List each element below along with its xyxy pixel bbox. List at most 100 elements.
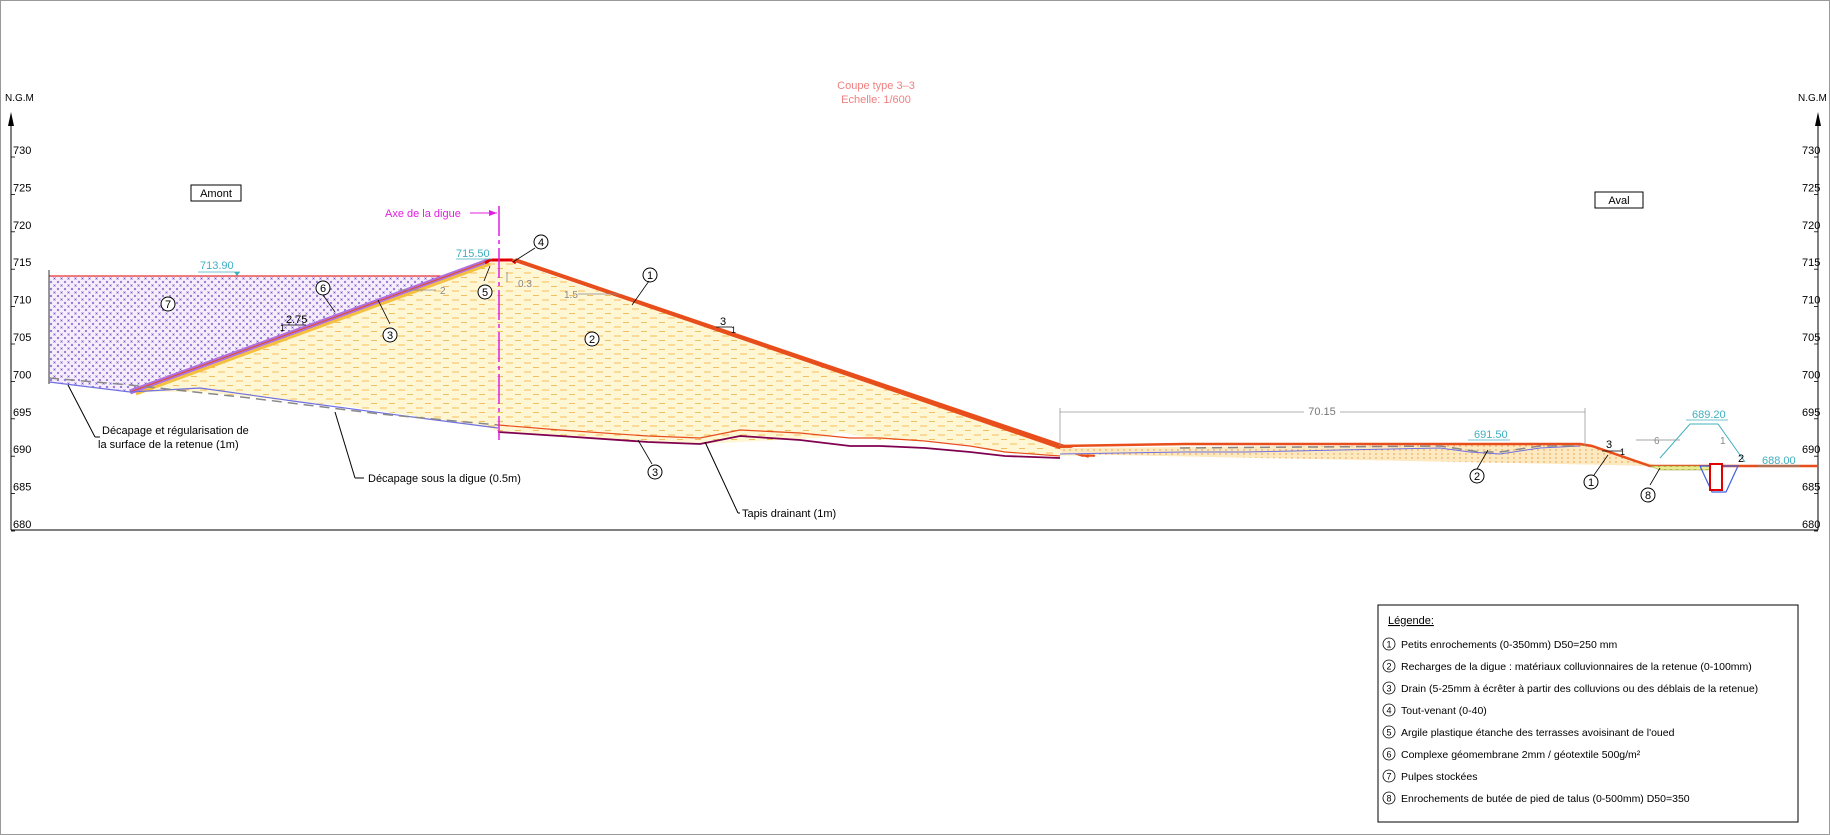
marker-circle — [584, 331, 600, 347]
elevation-tick-label: 720 — [13, 220, 31, 232]
left-elevation-axis: N.G.M 730 725 720 715 710 705 700 695 690 685 680 — [5, 93, 34, 532]
legend-marker-number: 6 — [1386, 750, 1391, 760]
elevation-tick-label: 705 — [1802, 332, 1820, 344]
elevation-mark-3: 691.50 — [1468, 429, 1510, 441]
marker-number: 2 — [589, 334, 595, 346]
title-line2: Echelle: 1/600 — [841, 94, 911, 106]
elevation-tick-label: 695 — [1802, 407, 1820, 419]
dim-slope-2: 2 — [1738, 453, 1744, 465]
axis-label-left: N.G.M — [5, 93, 34, 104]
legend-marker — [1382, 637, 1396, 651]
dim-slope-2-75: 2.75 — [286, 314, 307, 326]
elevation-tick-label: 710 — [1802, 295, 1820, 307]
marker-number: 2 — [1474, 471, 1480, 483]
marker-number: 5 — [482, 287, 488, 299]
marker-circle — [1640, 487, 1656, 503]
marker-number: 8 — [1645, 490, 1651, 502]
pulp-storage-zone — [49, 276, 450, 392]
elevation-tick-label: 725 — [13, 182, 31, 194]
dam-body — [130, 262, 1090, 456]
marker-number: 3 — [652, 467, 658, 479]
elevation-tick-label: 725 — [1802, 182, 1820, 194]
svg-text:713.90: 713.90 — [200, 260, 234, 272]
amont-label: Amont — [200, 188, 232, 200]
aval-box — [1594, 191, 1644, 209]
elevation-tick-label: 700 — [1802, 369, 1820, 381]
downstream-platform — [1060, 444, 1660, 466]
legend-marker — [1382, 747, 1396, 761]
legend-marker-number: 7 — [1386, 772, 1391, 782]
legend-marker — [1382, 791, 1396, 805]
dim-width-6: 6 — [1654, 436, 1660, 447]
marker-number: 1 — [647, 270, 653, 282]
elevation-tick-label: 685 — [1802, 482, 1820, 494]
legend-marker-number: 5 — [1386, 728, 1391, 738]
marker-number: 4 — [538, 237, 544, 249]
svg-text:689.20: 689.20 — [1692, 409, 1726, 421]
dim-upstream-2: 2 — [440, 286, 446, 297]
legend-marker — [1382, 659, 1396, 673]
marker-circle — [1583, 474, 1599, 490]
marker-circle — [533, 234, 549, 250]
elevation-tick-label: 715 — [1802, 257, 1820, 269]
stripping-reservoir-label-2: la surface de la retenue (1m) — [98, 439, 239, 451]
legend: Légende: 1 Petits enrochements (0-350mm) … — [1377, 604, 1799, 823]
marker-number: 1 — [1588, 477, 1594, 489]
dim-toe-slope-3: 3 — [1606, 439, 1612, 451]
legend-marker — [1382, 725, 1396, 739]
legend-marker — [1382, 769, 1396, 783]
legend-item-text: Recharges de la digue : matériaux colluv… — [1401, 661, 1752, 673]
elevation-tick-label: 685 — [13, 482, 31, 494]
legend-marker — [1382, 681, 1396, 695]
marker-number: 6 — [320, 283, 326, 295]
marker-circle — [647, 464, 663, 480]
elevation-tick-label: 710 — [13, 295, 31, 307]
legend-item-text: Pulpes stockées — [1401, 771, 1477, 783]
legend-item-text: Enrochements de butée de pied de talus (… — [1401, 793, 1690, 805]
legend-item-text: Drain (5-25mm à écrêter à partir des col… — [1401, 683, 1758, 695]
elevation-tick-label: 715 — [13, 257, 31, 269]
elevation-tick-label: 700 — [13, 369, 31, 381]
dim-slope-3-unit: 1 — [731, 325, 736, 335]
dim-slope-1-5: 1.5 — [564, 290, 578, 301]
svg-text:691.50: 691.50 — [1474, 429, 1508, 441]
elevation-tick-label: 720 — [1802, 220, 1820, 232]
legend-item-text: Tout-venant (0-40) — [1401, 705, 1487, 717]
elevation-tick-label: 680 — [13, 519, 31, 531]
legend-marker — [1382, 703, 1396, 717]
legend-marker-number: 3 — [1386, 684, 1391, 694]
drain-blanket-label: Tapis drainant (1m) — [742, 508, 836, 520]
dim-slope-2-75-unit: 1 — [280, 323, 285, 333]
elevation-tick-label: 690 — [1802, 444, 1820, 456]
stripping-line — [48, 377, 499, 426]
dim-toe-slope-3-unit: 1 — [1620, 447, 1625, 457]
upstream-drain-layer — [135, 262, 491, 396]
dimension-downstream-length: 70.15 — [1059, 405, 1586, 446]
elevation-tick-label: 730 — [13, 145, 31, 157]
dim-crest-thickness: 0.3 — [518, 279, 532, 290]
stripping-reservoir-label-1: Décapage et régularisation de — [102, 425, 249, 437]
elevation-tick-label: 690 — [13, 444, 31, 456]
marker-circle — [477, 284, 493, 300]
legend-marker-number: 2 — [1386, 662, 1391, 672]
legend-marker-number: 8 — [1386, 794, 1391, 804]
marker-number: 7 — [165, 299, 171, 311]
marker-circle — [642, 267, 658, 283]
legend-item-text: Petits enrochements (0-350mm) D50=250 mm — [1401, 639, 1617, 651]
elevation-tick-label: 680 — [1802, 519, 1820, 531]
legend-marker-number: 1 — [1386, 640, 1391, 650]
legend-title: Légende: — [1388, 615, 1434, 627]
svg-text:715.50: 715.50 — [456, 248, 490, 260]
elevation-mark-5: 688.00 — [1758, 455, 1800, 467]
svg-text:688.00: 688.00 — [1762, 455, 1796, 467]
right-elevation-axis: N.G.M 730 725 720 715 710 705 700 695 690 685 680 — [1798, 93, 1827, 532]
drain-blanket-base — [497, 431, 1061, 459]
marker-circle — [160, 296, 176, 312]
legend-item-text: Argile plastique étanche des terrasses a… — [1401, 727, 1675, 739]
elevation-mark-2: 715.50 — [456, 248, 492, 260]
amont-box — [190, 184, 242, 202]
svg-text:70.15: 70.15 — [1308, 406, 1336, 418]
toe-drain-trench — [1709, 463, 1723, 491]
marker-circle — [382, 327, 398, 343]
